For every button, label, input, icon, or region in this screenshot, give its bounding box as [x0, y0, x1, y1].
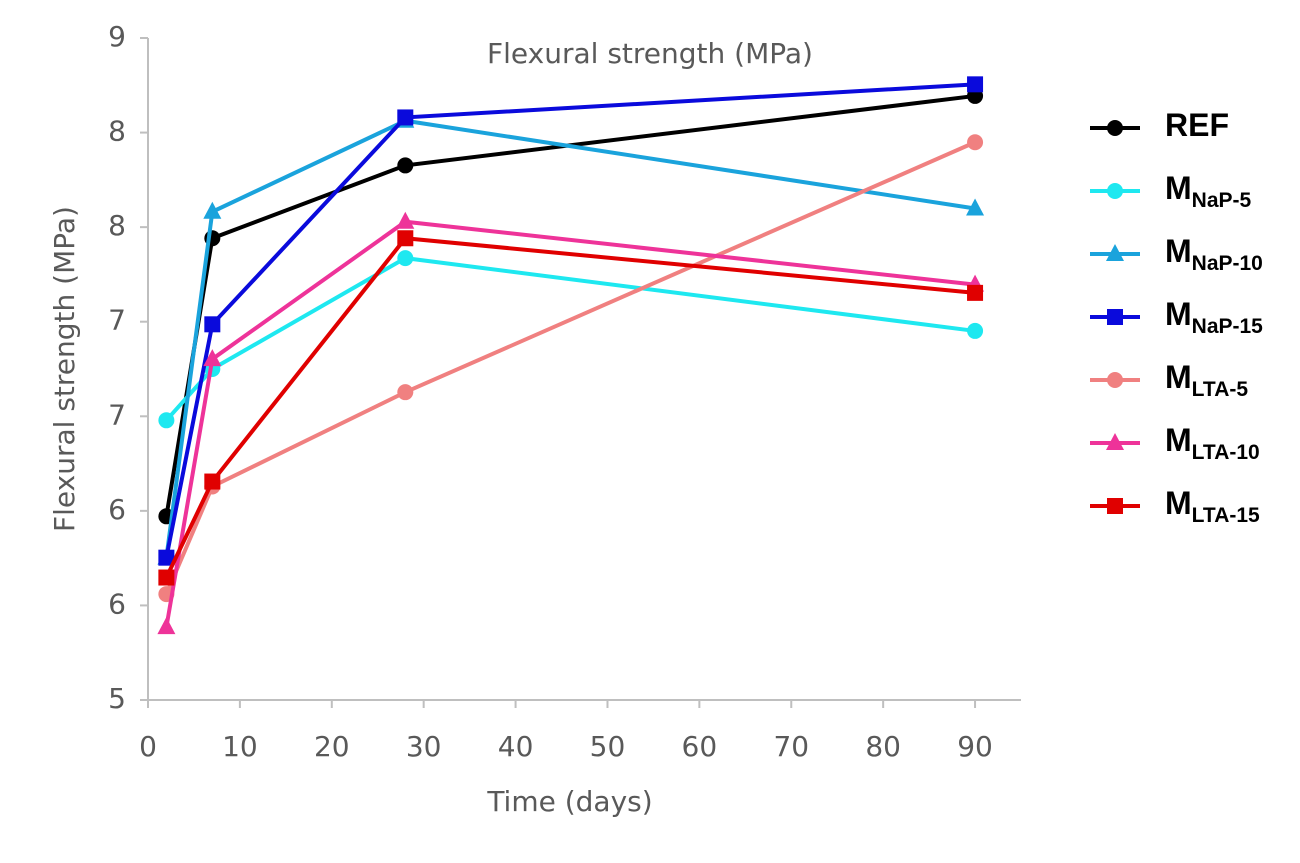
marker: [966, 198, 985, 216]
y-tick-label: 6: [108, 587, 126, 620]
legend-name: M: [1165, 296, 1192, 332]
x-tick-label: 20: [314, 730, 350, 763]
marker: [967, 76, 984, 93]
chart-title: Flexural strength (MPa): [487, 37, 813, 70]
y-tick-label: 5: [108, 682, 126, 715]
x-tick-label: 40: [498, 730, 534, 763]
marker: [157, 617, 176, 635]
legend-subscript: NaP-5: [1192, 189, 1252, 212]
legend-subscript: NaP-15: [1192, 315, 1264, 338]
legend-marker: [1107, 120, 1123, 136]
y-tick-label: 7: [108, 304, 126, 337]
legend-label: MNaP-10: [1165, 233, 1263, 274]
legend-label: MLTA-5: [1165, 359, 1248, 400]
series-line: [164, 219, 976, 628]
marker: [158, 549, 175, 566]
legend-label: MNaP-5: [1165, 170, 1252, 211]
legend-marker: [1107, 183, 1123, 199]
y-tick-label: 8: [108, 115, 126, 148]
marker: [397, 109, 414, 126]
marker: [158, 412, 175, 429]
legend-name: M: [1165, 233, 1192, 269]
legend-marker: [1107, 372, 1123, 388]
series-line: [164, 118, 976, 558]
legend-name: M: [1165, 170, 1192, 206]
x-tick-label: 60: [682, 730, 718, 763]
legend-name: M: [1165, 359, 1192, 395]
y-tick-label: 8: [108, 209, 126, 242]
legend-name: M: [1165, 422, 1192, 458]
legend-name: M: [1165, 485, 1192, 521]
marker: [397, 250, 414, 267]
marker: [967, 134, 984, 151]
marker: [397, 157, 414, 174]
series-line: [164, 236, 976, 579]
legend-subscript: LTA-15: [1192, 504, 1260, 527]
legend-subscript: LTA-5: [1192, 378, 1249, 401]
marker: [204, 316, 221, 333]
legend-marker: [1106, 433, 1124, 450]
marker: [397, 384, 414, 401]
legend-marker: [1107, 498, 1123, 514]
legend-subscript: LTA-10: [1192, 441, 1260, 464]
x-tick-label: 80: [865, 730, 901, 763]
series-line: [164, 82, 976, 559]
legend-marker: [1106, 244, 1124, 261]
y-tick-label: 7: [108, 398, 126, 431]
y-tick-label: 9: [108, 20, 126, 53]
y-tick-label: 6: [108, 493, 126, 526]
y-axis-label: Flexural strength (MPa): [48, 206, 81, 532]
legend-label: REF: [1165, 107, 1229, 143]
legend-label: MLTA-10: [1165, 422, 1260, 463]
x-tick-label: 30: [406, 730, 442, 763]
marker: [204, 473, 221, 490]
x-tick-label: 70: [773, 730, 809, 763]
legend-label: MNaP-15: [1165, 296, 1263, 337]
legend-label: MLTA-15: [1165, 485, 1260, 526]
marker: [203, 349, 222, 367]
legend-marker: [1107, 309, 1123, 325]
x-tick-label: 10: [222, 730, 258, 763]
x-axis-label: Time (days): [486, 785, 652, 818]
marker: [158, 569, 175, 586]
marker: [203, 201, 222, 219]
x-tick-label: 0: [139, 730, 157, 763]
marker: [397, 230, 414, 247]
legend-name: REF: [1165, 107, 1229, 143]
marker: [396, 211, 415, 229]
marker: [967, 284, 984, 301]
legend-subscript: NaP-10: [1192, 252, 1263, 275]
x-tick-label: 50: [590, 730, 626, 763]
marker: [967, 322, 984, 339]
x-tick-label: 90: [957, 730, 993, 763]
